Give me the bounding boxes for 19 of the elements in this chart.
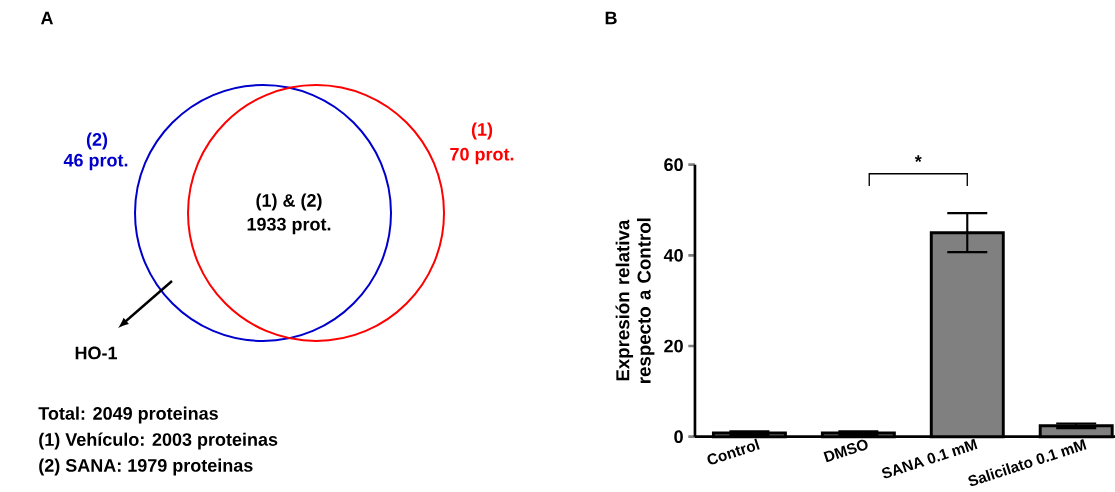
text: (1) [471,122,493,140]
text: * [914,155,922,162]
text: 70 prot. [450,147,514,165]
y-tick-label: 60 [664,158,683,172]
chart-title: B [605,11,617,25]
text: Total: 2049 proteinas [38,406,218,424]
text: HO-1 [75,346,118,360]
y-tick-label: 20 [664,339,683,353]
text: 46 prot. [63,153,128,171]
text: A [40,11,54,25]
y-axis-title: Expresión relativa respecto a Control [615,218,655,383]
text: (1) & (2) [256,193,322,211]
x-tick-label: DMSO [823,439,868,463]
text: (2) SANA: 1979 proteinas [39,458,253,476]
text: (2) [86,132,108,150]
y-tick-label: 0 [674,430,683,444]
y-tick-label: 40 [663,248,683,262]
text: (1) Vehículo: 2003 proteinas [39,432,278,450]
text: 1933 prot. [247,217,331,235]
